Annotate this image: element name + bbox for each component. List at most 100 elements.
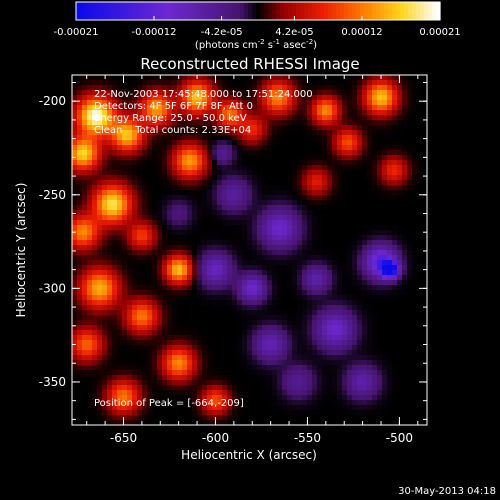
heatmap-cell xyxy=(192,145,198,151)
heatmap-cell xyxy=(117,320,123,326)
heatmap-cell xyxy=(242,330,248,336)
heatmap-cell xyxy=(212,205,218,211)
colorbar-cell xyxy=(384,2,389,20)
heatmap-cell xyxy=(257,105,263,111)
heatmap-cell xyxy=(257,285,263,291)
heatmap-cell xyxy=(347,310,353,316)
heatmap-cell xyxy=(392,275,398,281)
heatmap-cell xyxy=(77,325,83,331)
heatmap-cell xyxy=(217,205,223,211)
heatmap-cell xyxy=(372,75,378,81)
heatmap-cell xyxy=(367,135,373,141)
heatmap-cell xyxy=(327,350,333,356)
heatmap-cell xyxy=(237,180,243,186)
heatmap-cell xyxy=(252,340,258,346)
heatmap-cell xyxy=(167,210,173,216)
heatmap-cell xyxy=(172,180,178,186)
heatmap-cell xyxy=(372,200,378,206)
heatmap-cell xyxy=(327,315,333,321)
heatmap-cell xyxy=(272,285,278,291)
heatmap-cell xyxy=(132,350,138,356)
heatmap-cell xyxy=(242,375,248,381)
heatmap-cell xyxy=(257,265,263,271)
heatmap-cell xyxy=(357,175,363,181)
heatmap-cell xyxy=(252,215,258,221)
heatmap-cell xyxy=(142,170,148,176)
heatmap-cell xyxy=(387,295,393,301)
heatmap-cell xyxy=(127,375,133,381)
heatmap-cell xyxy=(77,350,83,356)
heatmap-cell xyxy=(82,215,88,221)
heatmap-cell xyxy=(132,365,138,371)
heatmap-cell xyxy=(232,275,238,281)
heatmap-cell xyxy=(297,115,303,121)
heatmap-cell xyxy=(317,155,323,161)
heatmap-cell xyxy=(182,200,188,206)
heatmap-cell xyxy=(277,335,283,341)
heatmap-cell xyxy=(172,200,178,206)
heatmap-cell xyxy=(252,295,258,301)
heatmap-cell xyxy=(97,245,103,251)
heatmap-cell xyxy=(397,105,403,111)
heatmap-cell xyxy=(307,290,313,296)
heatmap-cell xyxy=(177,160,183,166)
heatmap-cell xyxy=(292,385,298,391)
heatmap-cell xyxy=(187,280,193,286)
heatmap-cell xyxy=(322,180,328,186)
heatmap-cell xyxy=(137,225,143,231)
heatmap-cell xyxy=(92,340,98,346)
heatmap-cell xyxy=(407,125,413,131)
heatmap-cell xyxy=(152,170,158,176)
heatmap-cell xyxy=(237,170,243,176)
heatmap-cell xyxy=(187,190,193,196)
heatmap-cell xyxy=(317,230,323,236)
colorbar-cell xyxy=(280,2,285,20)
heatmap-cell xyxy=(332,360,338,366)
heatmap-cell xyxy=(262,150,268,156)
heatmap-cell xyxy=(362,275,368,281)
heatmap-cell xyxy=(267,405,273,411)
heatmap-cell xyxy=(237,225,243,231)
heatmap-cell xyxy=(82,375,88,381)
heatmap-cell xyxy=(107,215,113,221)
heatmap-cell xyxy=(92,240,98,246)
heatmap-cell xyxy=(222,330,228,336)
heatmap-cell xyxy=(372,105,378,111)
heatmap-cell xyxy=(97,215,103,221)
heatmap-cell xyxy=(292,240,298,246)
heatmap-cell xyxy=(127,335,133,341)
heatmap-cell xyxy=(97,195,103,201)
heatmap-cell xyxy=(227,325,233,331)
heatmap-cell xyxy=(312,355,318,361)
heatmap-cell xyxy=(182,315,188,321)
heatmap-cell xyxy=(357,285,363,291)
heatmap-cell xyxy=(157,265,163,271)
heatmap-cell xyxy=(137,180,143,186)
heatmap-cell xyxy=(97,270,103,276)
heatmap-cell xyxy=(322,170,328,176)
heatmap-cell xyxy=(367,105,373,111)
heatmap-cell xyxy=(317,400,323,406)
heatmap-cell xyxy=(257,330,263,336)
heatmap-cell xyxy=(377,355,383,361)
heatmap-cell xyxy=(372,310,378,316)
heatmap-cell xyxy=(362,400,368,406)
heatmap-cell xyxy=(187,240,193,246)
heatmap-cell xyxy=(167,365,173,371)
heatmap-cell xyxy=(242,345,248,351)
heatmap-cell xyxy=(127,325,133,331)
heatmap-cell xyxy=(292,245,298,251)
heatmap-cell xyxy=(182,235,188,241)
heatmap-cell xyxy=(397,290,403,296)
heatmap-cell xyxy=(357,130,363,136)
heatmap-cell xyxy=(357,230,363,236)
heatmap-cell xyxy=(177,265,183,271)
heatmap-cell xyxy=(272,215,278,221)
heatmap-cell xyxy=(177,240,183,246)
heatmap-cell xyxy=(332,345,338,351)
heatmap-cell xyxy=(327,295,333,301)
heatmap-cell xyxy=(142,385,148,391)
heatmap-cell xyxy=(202,310,208,316)
heatmap-cell xyxy=(387,110,393,116)
heatmap-cell xyxy=(337,85,343,91)
